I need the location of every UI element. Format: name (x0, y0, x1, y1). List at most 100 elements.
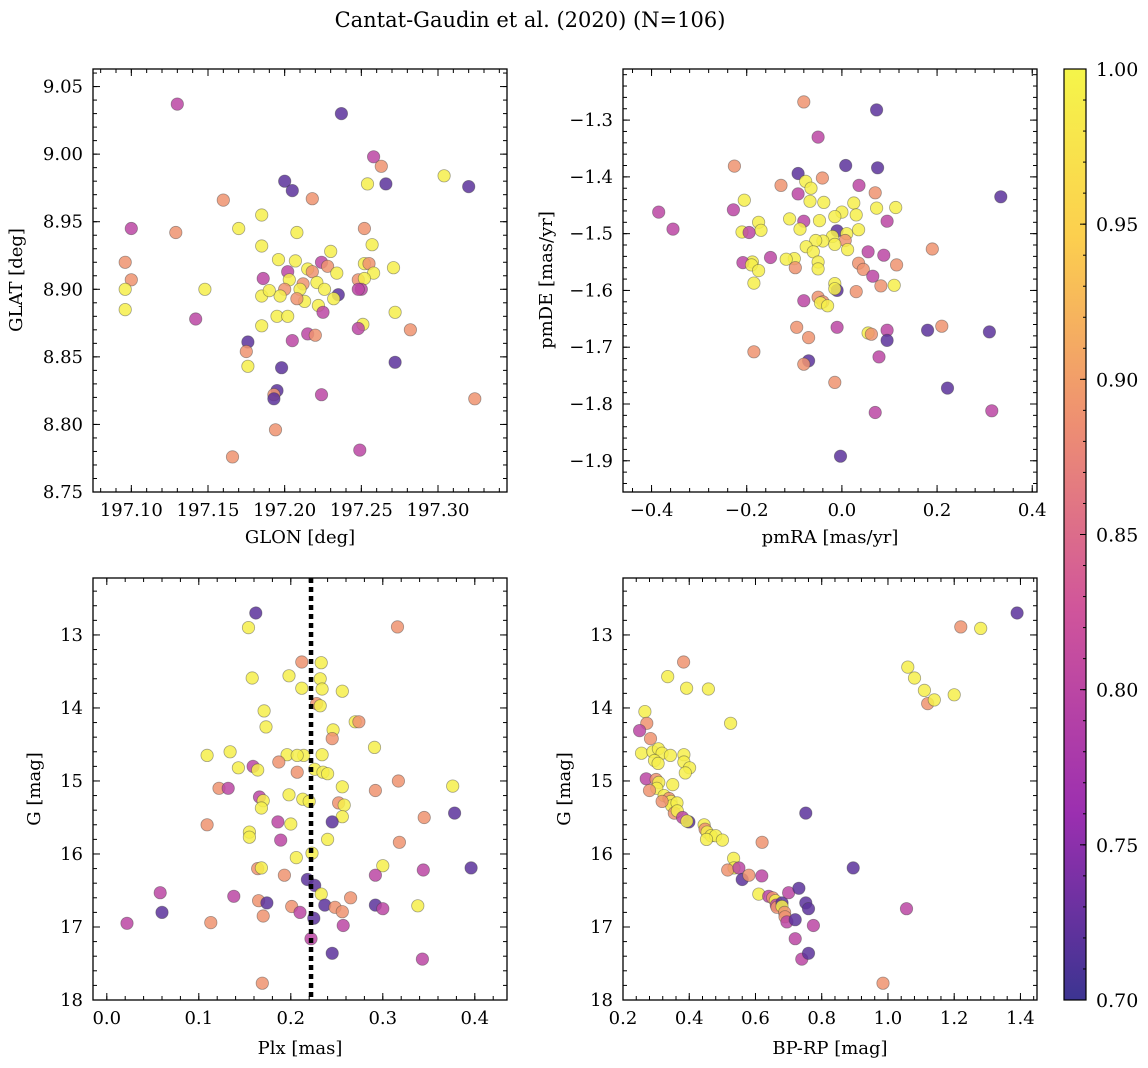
point-pos-28 (118, 255, 132, 269)
point-plx-62 (376, 859, 390, 873)
point-pos-81 (225, 450, 240, 464)
point-cmd-1 (954, 620, 968, 634)
point-pos-16 (357, 221, 371, 236)
point-pm-57 (889, 258, 904, 272)
point-plx-73 (343, 891, 358, 905)
point-cmd-18 (634, 746, 649, 760)
ytick-label-cmd-16: 16 (590, 844, 613, 865)
colorbar: 0.70 0.75 0.80 0.85 0.90 0.95 1.00 (1063, 59, 1138, 1012)
point-pos-9 (462, 180, 476, 194)
colorbar-tick-label-0-85: 0.85 (1096, 525, 1138, 547)
point-plx-59 (392, 835, 406, 849)
point-pm-34 (793, 222, 807, 236)
point-cmd-54 (755, 835, 769, 849)
point-cmd-75 (792, 881, 806, 895)
point-cmd-61 (742, 868, 756, 882)
ytick-label-pm-1-6: −1.6 (569, 280, 613, 301)
point-cmd-0 (1010, 606, 1024, 620)
colorbar-tick-label-0-75: 0.75 (1096, 835, 1138, 857)
point-plx-38 (335, 780, 349, 794)
point-pm-22 (726, 203, 741, 217)
ytick-label-pos-8-85: 8.85 (43, 347, 83, 368)
ytick-label-plx-13: 13 (60, 625, 83, 646)
point-pos-72 (274, 361, 289, 375)
point-pm-83 (935, 319, 949, 333)
xtick-label-pos-197-30: 197.30 (407, 500, 470, 521)
point-plx-21 (223, 745, 237, 759)
point-cmd-28 (678, 766, 692, 780)
point-cmd-62 (755, 869, 769, 883)
point-plx-16 (352, 715, 366, 729)
point-pos-18 (255, 239, 269, 253)
point-plx-26 (272, 755, 286, 769)
point-pm-16 (803, 194, 817, 208)
point-pm-25 (849, 208, 863, 222)
xtick-label-pos-197-10: 197.10 (100, 500, 163, 521)
ytick-label-pos-8-95: 8.95 (43, 212, 83, 233)
point-pm-76 (830, 320, 844, 334)
point-pm-84 (801, 330, 816, 345)
point-pos-12 (255, 208, 269, 222)
xlabel-pmra: pmRA [mas/yr] (762, 527, 899, 548)
colorbar-tick-label-0-95: 0.95 (1096, 214, 1138, 236)
point-cmd-13 (638, 704, 652, 719)
ytick-label-plx-18: 18 (60, 990, 83, 1011)
xtick-label-plx-0-3: 0.3 (368, 1008, 397, 1029)
point-pm-5 (870, 161, 885, 175)
point-cmd-12 (927, 693, 941, 707)
points-plx (120, 606, 478, 990)
xtick-label-pm-0-2: −0.2 (725, 500, 769, 521)
point-pm-17 (817, 195, 831, 209)
colorbar-tick-label-0-90: 0.90 (1096, 369, 1138, 391)
point-plx-57 (274, 833, 288, 847)
point-cmd-3 (676, 655, 691, 669)
ytick-label-pm-1-5: −1.5 (569, 224, 613, 245)
point-pos-48 (118, 282, 132, 296)
ytick-label-pm-1-7: −1.7 (569, 337, 613, 358)
point-cmd-57 (721, 863, 735, 877)
point-pm-26 (782, 212, 797, 226)
point-plx-51 (325, 815, 339, 829)
point-pm-85 (880, 333, 894, 347)
point-pm-69 (828, 282, 842, 296)
point-pos-0 (170, 97, 184, 111)
ytick-label-plx-14: 14 (60, 698, 83, 719)
xtick-label-plx-0-1: 0.1 (184, 1008, 213, 1029)
point-pm-49 (877, 248, 891, 262)
xtick-label-cmd-0-2: 0.2 (609, 1008, 638, 1029)
xtick-label-pm-0-4: 0.4 (1018, 500, 1047, 521)
point-pos-17 (290, 225, 304, 240)
point-plx-0 (249, 606, 263, 620)
point-pm-31 (666, 222, 680, 236)
point-pos-61 (281, 309, 295, 323)
point-plx-47 (254, 801, 268, 815)
point-cmd-34 (642, 783, 657, 798)
point-pos-15 (232, 221, 246, 236)
xtick-label-cmd-0-4: 0.4 (675, 1008, 704, 1029)
point-plx-6 (282, 669, 296, 683)
figure-title: Cantat-Gaudin et al. (2020) (N=106) (335, 8, 726, 32)
point-pos-54 (327, 292, 341, 306)
point-plx-50 (335, 810, 349, 824)
point-plx-86 (256, 909, 270, 923)
point-pm-50 (763, 250, 778, 265)
point-pos-77 (267, 392, 281, 406)
point-pos-65 (189, 312, 203, 326)
point-pos-70 (239, 344, 253, 359)
point-plx-48 (417, 810, 431, 825)
point-cmd-81 (788, 932, 802, 946)
point-pos-58 (118, 302, 132, 317)
point-pm-79 (920, 323, 935, 337)
point-pm-46 (840, 243, 855, 257)
point-plx-81 (376, 902, 390, 916)
point-plx-12 (313, 699, 327, 713)
point-pm-14 (994, 190, 1008, 204)
point-cmd-5 (901, 660, 915, 674)
point-pos-13 (124, 221, 138, 236)
point-plx-93 (415, 952, 429, 966)
point-plx-66 (254, 861, 268, 875)
point-pm-90 (828, 375, 842, 389)
xtick-label-pm-0-0: 0.0 (828, 500, 857, 521)
point-cmd-23 (663, 748, 678, 763)
point-plx-35 (446, 779, 460, 793)
